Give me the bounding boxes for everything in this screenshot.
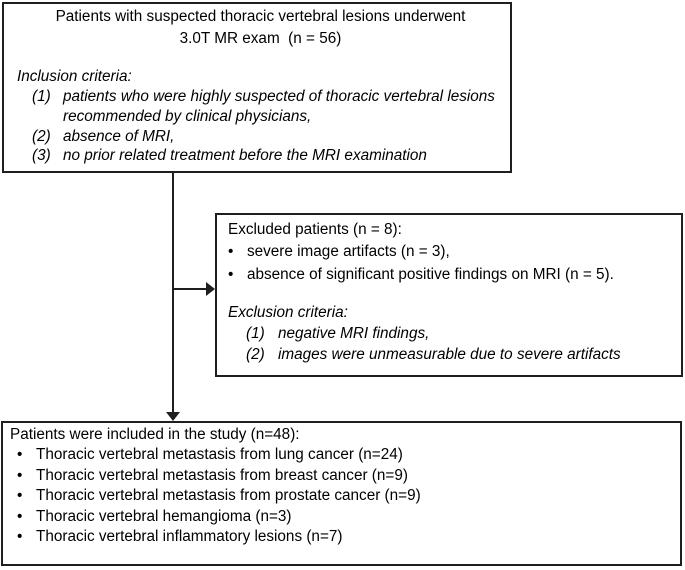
bullet-icon: • [17,487,23,505]
bullet-icon: • [17,528,23,546]
bullet-icon: • [17,466,23,484]
inclusion-criterion-2: (2) absence of MRI, [32,127,504,147]
included-patients-box: Patients were included in the study (n=4… [1,421,682,566]
included-group-4-text: Thoracic vertebral hemangioma (n=3) [36,507,292,525]
included-group-4: • Thoracic vertebral hemangioma (n=3) [10,507,674,527]
excluded-reason-2-text: absence of significant positive findings… [247,265,614,283]
included-group-5-text: Thoracic vertebral inflammatory lesions … [36,528,343,546]
enrolled-patients-title: Patients with suspected thoracic vertebr… [17,6,504,49]
arrow-down-icon [166,412,180,421]
excluded-patients-heading: Excluded patients (n = 8): [228,221,402,238]
included-group-2-text: Thoracic vertebral metastasis from breas… [36,466,408,484]
enrolled-patients-title-line1: Patients with suspected thoracic vertebr… [55,8,466,25]
exclusion-criterion-1: (1) negative MRI findings, [246,323,679,344]
exclusion-criteria-heading: Exclusion criteria: [228,304,348,322]
inclusion-criterion-1: (1) patients who were highly suspected o… [32,87,504,127]
inclusion-criterion-1-text: patients who were highly suspected of th… [63,88,495,125]
enrolled-patients-box: Patients with suspected thoracic vertebr… [2,2,512,173]
exclusion-criterion-2-number: (2) [246,346,265,364]
arrow-right-icon [206,282,215,296]
bullet-icon: • [17,446,23,464]
bullet-icon: • [228,265,234,283]
included-group-1-text: Thoracic vertebral metastasis from lung … [36,446,403,464]
inclusion-criterion-2-number: (2) [32,127,51,145]
included-group-5: • Thoracic vertebral inflammatory lesion… [10,527,674,547]
included-patients-heading: Patients were included in the study (n=4… [10,426,300,443]
bullet-icon: • [228,243,234,261]
inclusion-criteria-heading: Inclusion criteria: [17,68,132,85]
excluded-reason-1-text: severe image artifacts (n = 3), [247,243,450,261]
enrolled-patients-title-line2: 3.0T MR exam (n = 56) [179,29,342,47]
exclusion-criterion-2: (2) images were unmeasurable due to seve… [246,344,679,365]
excluded-reason-1: • severe image artifacts (n = 3), [228,241,679,263]
included-group-2: • Thoracic vertebral metastasis from bre… [10,466,674,486]
inclusion-criterion-3: (3) no prior related treatment before th… [32,146,504,166]
inclusion-criterion-3-text: no prior related treatment before the MR… [63,147,427,165]
exclusion-criterion-1-text: negative MRI findings, [278,325,430,343]
excluded-patients-box: Excluded patients (n = 8): • severe imag… [215,213,683,377]
inclusion-criterion-3-number: (3) [32,147,51,165]
included-group-3-text: Thoracic vertebral metastasis from prost… [36,487,421,505]
included-group-1: • Thoracic vertebral metastasis from lun… [10,445,674,465]
included-group-3: • Thoracic vertebral metastasis from pro… [10,486,674,506]
inclusion-criterion-2-text: absence of MRI, [63,127,175,145]
bullet-icon: • [17,507,23,525]
excluded-reason-2: • absence of significant positive findin… [228,264,679,286]
flow-connector-branch-line [173,288,207,290]
exclusion-criterion-1-number: (1) [246,325,265,343]
exclusion-criterion-2-text: images were unmeasurable due to severe a… [278,346,621,364]
inclusion-criterion-1-number: (1) [32,88,51,105]
flow-connector-vertical-line [172,173,174,413]
